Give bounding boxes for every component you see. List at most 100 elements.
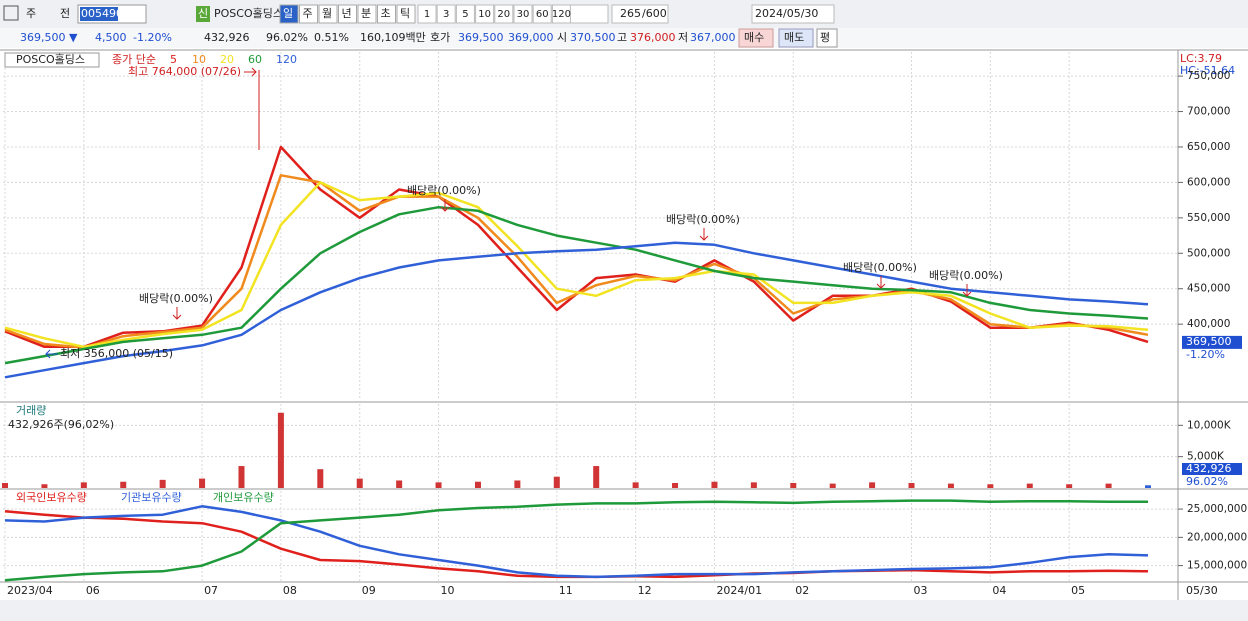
x-tick-label: 07 xyxy=(204,584,218,597)
name-box xyxy=(4,52,100,68)
bars[interactable]: 265 xyxy=(620,7,641,20)
y-tick-label: 650,000 xyxy=(1187,141,1230,153)
count[interactable]: 3 xyxy=(443,9,449,20)
count-button[interactable] xyxy=(494,4,514,24)
bars-input[interactable] xyxy=(611,4,669,24)
count-button[interactable] xyxy=(436,4,456,24)
volume-bar xyxy=(829,483,836,488)
volume-bar xyxy=(593,466,600,488)
code[interactable]: 005490 xyxy=(81,7,123,20)
market[interactable]: 주 xyxy=(26,7,36,20)
y-tick-label: 600,000 xyxy=(1187,176,1230,188)
scrollbar[interactable] xyxy=(0,600,1248,621)
count[interactable]: 10 xyxy=(478,9,491,20)
amount: 160,109백만 xyxy=(360,31,426,44)
count[interactable]: 20 xyxy=(497,9,510,20)
period-button[interactable] xyxy=(338,4,357,24)
price-tag-rate: -1.20% xyxy=(1186,348,1225,361)
high-label: 고 xyxy=(617,31,627,44)
period-button[interactable] xyxy=(318,4,338,24)
annotation: 최저 356,000 (05/15) xyxy=(60,347,173,360)
period-button[interactable] xyxy=(377,4,396,24)
series-line xyxy=(4,205,1149,365)
low-label: 저 xyxy=(678,31,688,44)
x-tick-label: 03 xyxy=(914,584,928,597)
y-tick-label: 700,000 xyxy=(1187,106,1230,118)
date-input[interactable] xyxy=(751,4,835,24)
count-button[interactable] xyxy=(513,4,533,24)
x-tick-label: 05 xyxy=(1071,584,1085,597)
bid: 369,000 xyxy=(508,31,554,44)
count-button[interactable] xyxy=(455,4,475,24)
annotation: 배당락(0.00%) xyxy=(139,292,213,305)
volume-bar xyxy=(672,482,679,488)
open: 370,500 xyxy=(570,31,616,44)
hc: HC:-51.64 xyxy=(1180,64,1235,77)
period-button[interactable] xyxy=(396,4,416,24)
sell[interactable]: 매도 xyxy=(784,31,804,44)
volume-bar xyxy=(317,469,324,488)
period[interactable]: 틱 xyxy=(400,7,410,20)
count[interactable]: 60 xyxy=(536,9,549,20)
new[interactable]: 신 xyxy=(198,7,208,20)
count[interactable]: 120 xyxy=(552,9,571,20)
avg[interactable]: 평 xyxy=(820,31,830,44)
period[interactable]: 월 xyxy=(322,7,332,20)
avg-button[interactable] xyxy=(816,28,838,48)
volume-bar xyxy=(514,480,521,488)
legend-entry: 개인보유수량 xyxy=(213,491,274,504)
count[interactable]: 5 xyxy=(462,9,468,20)
volume-bar xyxy=(790,482,797,488)
count[interactable]: 30 xyxy=(517,9,530,20)
date[interactable]: 2024/05/30 xyxy=(755,7,818,20)
volume-bar xyxy=(750,482,757,488)
annotation: 최고 764,000 (07/26) xyxy=(128,65,241,78)
x-tick-label: 11 xyxy=(559,584,573,597)
volume-bar xyxy=(159,479,166,488)
period-button[interactable] xyxy=(357,4,377,24)
count-button[interactable] xyxy=(551,4,571,24)
period[interactable]: 초 xyxy=(381,7,391,20)
period-button[interactable] xyxy=(279,4,299,24)
y-tick-label: 500,000 xyxy=(1187,247,1230,259)
count-button[interactable] xyxy=(532,4,552,24)
volume-bar xyxy=(908,482,915,488)
open-label: 시 xyxy=(557,31,567,44)
period-button[interactable] xyxy=(299,4,318,24)
sell-button[interactable] xyxy=(778,28,814,48)
prev[interactable]: 전 xyxy=(60,7,70,20)
menu-icon[interactable] xyxy=(3,5,19,21)
period[interactable]: 년 xyxy=(342,7,352,20)
period[interactable]: 분 xyxy=(361,7,371,20)
lc: LC:3.79 xyxy=(1180,52,1222,65)
annotation-arrow xyxy=(172,307,182,320)
x-tick-label: 09 xyxy=(362,584,376,597)
volume: 432,926 xyxy=(204,31,250,44)
y-tick-label: 550,000 xyxy=(1187,212,1230,224)
annotation: 배당락(0.00%) xyxy=(843,261,917,274)
code-select xyxy=(80,7,118,21)
period[interactable]: 주 xyxy=(303,7,313,20)
annotation-arrow xyxy=(699,228,709,241)
buy[interactable]: 매수 xyxy=(744,31,764,44)
dropdown[interactable] xyxy=(569,4,609,24)
vol-rate: 96.02% xyxy=(266,31,308,44)
legend-entry: 10 xyxy=(192,53,206,66)
change: 4,500 xyxy=(95,31,127,44)
count-button[interactable] xyxy=(417,4,437,24)
pane-title: 거래량 xyxy=(16,404,46,417)
volume-bar xyxy=(2,482,8,488)
period[interactable]: 일 xyxy=(283,6,293,20)
volume-bar xyxy=(987,484,994,488)
count-button[interactable] xyxy=(475,4,495,24)
x-tick-label: 06 xyxy=(86,584,100,597)
x-tick-label: 10 xyxy=(441,584,455,597)
x-tick-label: 2023/04 xyxy=(7,584,53,597)
volume-bar xyxy=(435,482,442,488)
annotation: 배당락(0.00%) xyxy=(929,269,1003,282)
buy-button[interactable] xyxy=(738,28,774,48)
high: 376,000 xyxy=(630,31,676,44)
y-tick-label: 5,000K xyxy=(1187,451,1225,463)
count[interactable]: 1 xyxy=(424,9,430,20)
